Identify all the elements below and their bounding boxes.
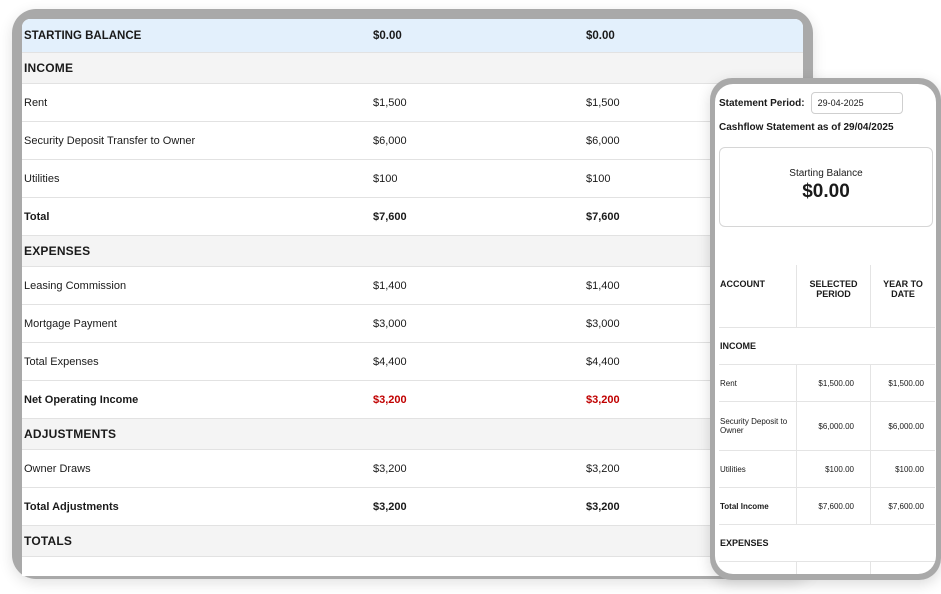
mobile-ytd-value: $1,500.00 <box>888 378 924 388</box>
table-row: Security Deposit Transfer to Owner $6,000… <box>22 122 803 160</box>
row-label: Net Operating Income <box>24 393 139 406</box>
row-label: TOTALS <box>24 534 73 548</box>
header-year-to-date: YEAR TO DATE <box>883 279 923 299</box>
table-row: Total $7,600 $7,600 <box>22 198 803 236</box>
statement-period-date-input[interactable]: 29-04-2025 <box>810 92 903 114</box>
table-row: Mortgage Payment $3,000 $3,000 <box>22 305 803 343</box>
selected-period-value: $1,500 <box>373 96 407 109</box>
selected-period-value: $1,400 <box>373 279 407 292</box>
header-selected-period: SELECTED PERIOD <box>797 265 871 327</box>
mobile-selected-value: $100.00 <box>797 451 871 487</box>
table-row: Utilities $100 $100 <box>22 160 803 198</box>
year-to-date-value: $1,500 <box>586 96 620 109</box>
mobile-ytd-value: $1,400.00 <box>871 562 935 574</box>
row-label: STARTING BALANCE <box>24 29 142 42</box>
mobile-selected-value: $6,000.00 <box>797 402 871 450</box>
year-to-date-value: $0.00 <box>586 29 615 42</box>
section-header-row: EXPENSES <box>22 236 803 267</box>
mobile-ytd-value: $6,000.00 <box>888 421 924 431</box>
selected-period-value: $100 <box>373 172 398 185</box>
selected-period-value: $3,200 <box>373 393 407 406</box>
phone-frame: Statement Period: 29-04-2025 Cashflow St… <box>710 78 941 580</box>
selected-period-value: $4,400 <box>373 355 407 368</box>
mobile-row-label: Security Deposit to Owner <box>719 402 797 450</box>
mobile-cashflow-table: ACCOUNT SELECTED PERIOD YEAR TO DATE INC… <box>719 265 935 574</box>
section-header-row: INCOME <box>22 53 803 84</box>
mobile-table-row: Security Deposit to Owner $6,000.00 $6,000… <box>719 402 935 451</box>
statement-period-row: Statement Period: 29-04-2025 <box>719 92 903 114</box>
year-to-date-value: $3,000 <box>586 317 620 330</box>
mobile-row-label: Leasing Commission <box>719 562 797 574</box>
mobile-ytd-value: $7,600.00 <box>888 501 924 511</box>
table-row: Net Operating Income $3,200 $3,200 <box>22 381 803 419</box>
statement-period-label: Statement Period: <box>719 97 805 109</box>
selected-period-value: $7,600 <box>373 210 407 223</box>
starting-balance-card: Starting Balance $0.00 <box>719 147 933 227</box>
mobile-row-label: INCOME <box>720 341 756 351</box>
mobile-selected-value: $7,600.00 <box>797 488 871 524</box>
table-row: Leasing Commission $1,400 $1,400 <box>22 267 803 305</box>
row-label: Leasing Commission <box>24 279 127 292</box>
mobile-table-header: ACCOUNT SELECTED PERIOD YEAR TO DATE <box>719 265 935 328</box>
mobile-table-row: Leasing Commission$1,400.00$1,400.00 <box>719 562 935 574</box>
year-to-date-value: $4,400 <box>586 355 620 368</box>
year-to-date-value: $1,400 <box>586 279 620 292</box>
row-label: Owner Draws <box>24 462 91 475</box>
mobile-row-label: Utilities <box>719 451 797 487</box>
table-row: STARTING BALANCE $0.00 $0.00 <box>22 19 803 53</box>
mobile-row-label: Total Income <box>719 488 797 524</box>
table-row: Owner Draws $3,200 $3,200 <box>22 450 803 488</box>
row-label: Total <box>24 210 50 223</box>
mobile-table-row: Rent $1,500.00 $1,500.00 <box>719 365 935 402</box>
year-to-date-value: $100 <box>586 172 611 185</box>
desktop-cashflow-table: STARTING BALANCE $0.00 $0.00 INCOME Rent $1,5… <box>22 19 803 576</box>
section-header-row: TOTALS <box>22 526 803 557</box>
row-label: Utilities <box>24 172 60 185</box>
year-to-date-value: $6,000 <box>586 134 620 147</box>
selected-period-value: $3,200 <box>373 462 407 475</box>
selected-period-value: $3,000 <box>373 317 407 330</box>
selected-period-value: $3,200 <box>373 500 407 513</box>
selected-period-value: $0.00 <box>373 29 402 42</box>
mobile-selected-value: $1,400.00 <box>797 562 871 574</box>
year-to-date-value: $3,200 <box>586 393 620 406</box>
row-label: Mortgage Payment <box>24 317 117 330</box>
starting-balance-value: $0.00 <box>802 181 850 202</box>
row-label: Total Expenses <box>24 355 99 368</box>
starting-balance-label: Starting Balance <box>789 168 863 179</box>
table-row: Rent $1,500 $1,500 <box>22 84 803 122</box>
selected-period-value: $6,000 <box>373 134 407 147</box>
mobile-row-label: Rent <box>719 365 797 401</box>
year-to-date-value: $3,200 <box>586 500 620 513</box>
row-label: Security Deposit Transfer to Owner <box>24 134 196 147</box>
mobile-selected-value: $1,500.00 <box>797 365 871 401</box>
section-header-row: ADJUSTMENTS <box>22 419 803 450</box>
mobile-table-row: Total Income $7,600.00 $7,600.00 <box>719 488 935 525</box>
header-account: ACCOUNT <box>719 265 797 327</box>
mobile-row-label: EXPENSES <box>720 538 769 548</box>
row-label: EXPENSES <box>24 244 91 258</box>
row-label: INCOME <box>24 61 74 75</box>
row-label: Rent <box>24 96 48 109</box>
mobile-ytd-value: $100.00 <box>895 464 924 474</box>
row-label: Total Adjustments <box>24 500 119 513</box>
cashflow-title: Cashflow Statement as of 29/04/2025 <box>719 122 894 133</box>
row-label: ADJUSTMENTS <box>24 427 117 441</box>
year-to-date-value: $7,600 <box>586 210 620 223</box>
mobile-table-row: Utilities $100.00 $100.00 <box>719 451 935 488</box>
mobile-section-row: EXPENSES <box>719 525 935 562</box>
mobile-cashflow-screen: Statement Period: 29-04-2025 Cashflow St… <box>715 84 936 574</box>
table-row: Total Expenses $4,400 $4,400 <box>22 343 803 381</box>
year-to-date-value: $3,200 <box>586 462 620 475</box>
mobile-section-row: INCOME <box>719 328 935 365</box>
tablet-frame: STARTING BALANCE $0.00 $0.00 INCOME Rent $1,5… <box>12 9 813 579</box>
table-row: Total Adjustments $3,200 $3,200 <box>22 488 803 526</box>
